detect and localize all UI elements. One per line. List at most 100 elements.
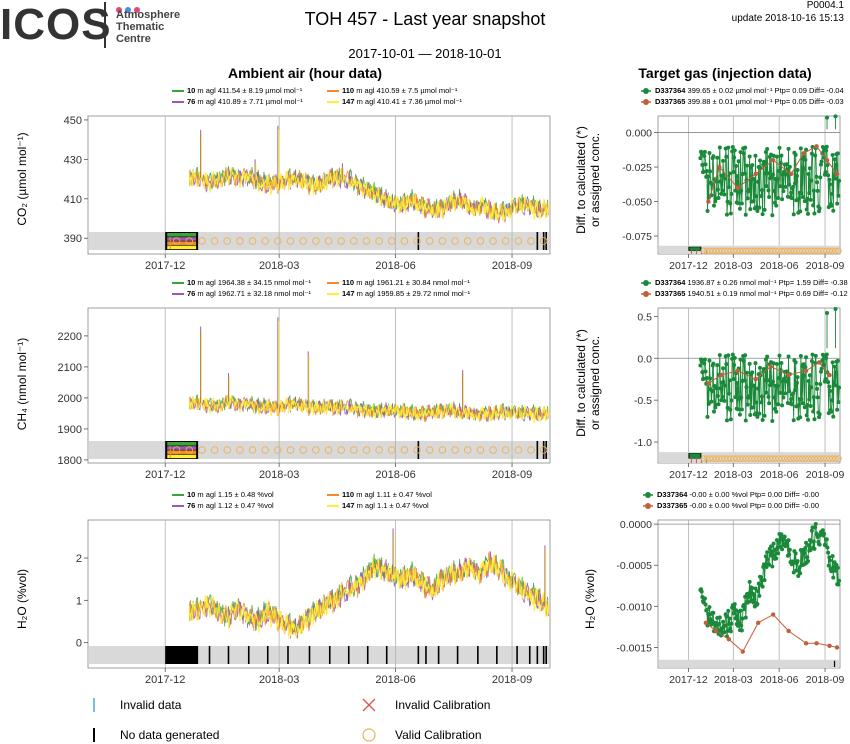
- data-point-D337364: [779, 361, 784, 366]
- data-point-D337364: [777, 145, 782, 150]
- data-point-D337364: [759, 194, 764, 199]
- data-point-D337364: [703, 602, 708, 607]
- x-tick-label: 2018-06: [375, 674, 415, 686]
- data-point-D337364: [804, 207, 809, 212]
- data-point-D337365: [834, 171, 840, 177]
- data-point-D337364: [724, 154, 729, 159]
- data-point-D337364: [829, 203, 834, 208]
- data-point-D337364: [714, 179, 719, 184]
- valid-calibration-marker: [539, 446, 548, 454]
- data-point-D337364: [835, 201, 840, 206]
- data-point-D337364: [783, 391, 788, 396]
- data-point-D337364: [732, 155, 737, 160]
- data-point-D337364: [743, 418, 748, 423]
- data-point-D337364: [729, 398, 734, 403]
- data-point-D337364: [772, 395, 777, 400]
- data-point-D337364: [786, 354, 791, 359]
- data-point-D337364: [739, 623, 744, 628]
- legend-row: 10 m agl 411.54 ± 8.19 µmol mol⁻¹ 110 m a…: [172, 85, 487, 96]
- data-point-D337364: [722, 630, 727, 635]
- data-point-D337364: [829, 398, 834, 403]
- data-point-D337364: [798, 571, 803, 576]
- target-legend-2: D337364 1936.87 ± 0.26 nmol mol⁻¹ Ptp= 1…: [638, 277, 848, 299]
- data-point-D337364: [703, 369, 708, 374]
- legend-row: 76 m agl 1962.71 ± 32.18 nmol mol⁻¹ 147 m…: [172, 288, 487, 299]
- data-point-D337364: [726, 353, 731, 358]
- valid-calibration-marker: [426, 446, 434, 454]
- valid-calibration-marker: [413, 446, 421, 454]
- data-point-D337365: [816, 360, 822, 365]
- data-point-D337364: [799, 397, 804, 402]
- data-point-D337365: [770, 157, 776, 163]
- data-point-D337364: [770, 172, 775, 177]
- no-data-level-stripe: [167, 241, 197, 245]
- legend-cylinder-id: D337365: [655, 97, 686, 106]
- data-point-D337364: [760, 417, 765, 422]
- data-point-D337364: [770, 564, 775, 569]
- valid-calibration-marker: [337, 446, 345, 454]
- data-point-D337364: [793, 388, 798, 393]
- legend-line-swatch: [327, 494, 339, 497]
- ambient-co2-chart: 2017-12 2018-03 2018-06 2018-09 390 410 430 450: [64, 115, 551, 272]
- data-point-D337364: [807, 191, 812, 196]
- data-point-D337364: [764, 565, 769, 570]
- data-point-D337364: [822, 531, 827, 536]
- data-point-D337364: [803, 365, 808, 370]
- data-point-D337364: [725, 628, 730, 633]
- data-point-D337364: [809, 359, 814, 364]
- data-point-D337365: [740, 649, 745, 654]
- legend-line-swatch: [327, 101, 339, 104]
- data-point-D337364: [767, 401, 772, 406]
- legend-text: m agl 411.54 ± 8.19 µmol mol⁻¹: [195, 86, 303, 95]
- series-line-D337365: [707, 145, 838, 202]
- data-point-D337364: [817, 412, 822, 417]
- data-point-D337364: [809, 385, 814, 390]
- legend-line-swatch: [327, 282, 339, 285]
- data-point-D337364: [766, 394, 771, 399]
- legend-text: m agl 1962.71 ± 32.18 nmol mol⁻¹: [195, 289, 311, 298]
- data-point-D337364: [789, 190, 794, 195]
- data-point-D337364: [743, 145, 748, 150]
- data-point-D337364: [815, 188, 820, 193]
- data-point-D337364: [795, 559, 800, 564]
- data-point-D337364: [831, 575, 836, 580]
- no-data-symbol: [93, 728, 95, 742]
- series-line-level-147: [188, 554, 550, 640]
- legend-item-D337365: D337365 399.88 ± 0.01 µmol mol⁻¹ Ptp= 0.…: [638, 96, 844, 107]
- valid-calibration-marker: [223, 237, 231, 245]
- x-tick-label: 2018-03: [259, 260, 299, 272]
- valid-calibration-marker: [286, 237, 295, 245]
- data-point-D337364: [813, 353, 818, 358]
- data-point-D337364: [776, 541, 781, 546]
- valid-calibration-marker: [476, 237, 485, 245]
- data-point-D337364: [762, 207, 767, 212]
- data-point-D337364: [757, 411, 762, 416]
- legend-text: m agl 1964.38 ± 34.15 nmol mol⁻¹: [195, 278, 311, 287]
- data-point-D337364: [738, 357, 743, 362]
- data-point-D337364: [724, 418, 729, 423]
- x-tick-label: 2018-09: [492, 469, 532, 481]
- data-point-D337365: [824, 157, 830, 163]
- y-tick-label: -0.025: [622, 162, 652, 174]
- legend-item-D337365: D337365 -0.00 ± 0.00 %vol Ptp= 0.00 Diff…: [640, 500, 819, 511]
- x-tick-label: 2018-09: [806, 674, 845, 686]
- legend-dot-swatch: [645, 503, 651, 510]
- data-point-D337364: [831, 414, 836, 419]
- data-point-D337364: [719, 398, 724, 403]
- data-point-D337364: [759, 400, 764, 405]
- logo-divider: [104, 2, 106, 48]
- data-point-D337364: [732, 602, 737, 607]
- data-point-D337364: [732, 148, 737, 153]
- data-point-D337364: [750, 163, 755, 168]
- legend-line-swatch: [172, 101, 184, 104]
- data-point-D337364: [765, 354, 770, 359]
- data-point-D337364: [740, 616, 745, 621]
- data-point-D337364: [833, 370, 838, 375]
- data-point-D337364: [782, 534, 787, 539]
- data-point-D337365: [770, 612, 776, 617]
- update-timestamp: update 2018-10-16 15:13: [731, 13, 844, 24]
- y-tick-label: -1.0: [634, 437, 652, 449]
- data-point-D337364: [724, 212, 729, 217]
- data-point-D337364: [707, 358, 712, 363]
- legend-cylinder-id: D337365: [655, 289, 686, 298]
